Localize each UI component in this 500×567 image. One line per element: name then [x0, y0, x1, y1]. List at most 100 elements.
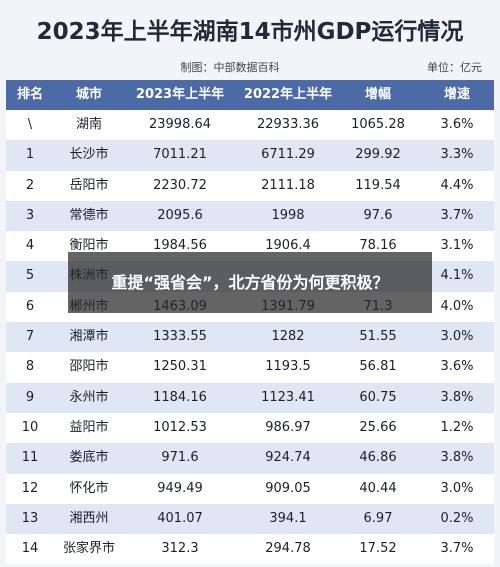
column-header: 2023年上半年	[135, 87, 225, 102]
table-cell: 1333.55	[153, 329, 207, 345]
table-cell: 4.1%	[440, 268, 474, 284]
table-cell: 1193.5	[265, 359, 311, 375]
table-cell: 22933.36	[256, 117, 320, 132]
table-cell: 60.75	[359, 389, 397, 405]
table-cell: 3.1%	[440, 238, 474, 254]
table-cell: 25.66	[359, 419, 397, 435]
table-cell: 张家界市	[62, 541, 115, 557]
table-row: 14 张家界市 312.3 294.78 17.52 3.7%	[6, 534, 494, 565]
header-row: 排名 城市 2023年上半年 2022年上半年 增幅 增速	[6, 80, 494, 110]
table-cell: 2230.72	[153, 177, 207, 193]
table-cell: 2	[25, 177, 35, 193]
table-cell: 6.97	[363, 510, 393, 526]
table-cell: 3.0%	[440, 480, 474, 496]
table-cell: 3.6%	[440, 359, 474, 375]
table-row: 2 岳阳市 2230.72 2111.18 119.54 4.4%	[6, 170, 494, 201]
table-cell: 1.2%	[440, 419, 474, 435]
table-cell: 78.16	[359, 238, 397, 254]
column-header: 增幅	[364, 87, 391, 102]
table-cell: 1123.41	[261, 389, 315, 405]
table-cell: 394.1	[269, 510, 307, 526]
table-cell: 119.54	[355, 177, 401, 193]
table-cell: 1282	[271, 329, 305, 345]
table-cell: 3	[25, 207, 35, 223]
table-row: 12 怀化市 949.49 909.05 40.44 3.0%	[6, 473, 494, 504]
table-cell: 3.8%	[440, 450, 474, 466]
table-row: 7 湘潭市 1333.55 1282 51.55 3.0%	[6, 322, 494, 353]
column-header: 增速	[443, 87, 470, 102]
table-cell: 13	[21, 510, 39, 526]
table-cell: 1984.56	[153, 238, 207, 254]
table-cell: 97.6	[363, 207, 393, 223]
table-cell: 23998.64	[148, 117, 212, 132]
table-cell: 娄底市	[69, 450, 109, 466]
table-cell: 1250.31	[153, 359, 207, 375]
table-cell: 常德市	[69, 207, 109, 223]
table-cell: 3.0%	[440, 329, 474, 345]
table-cell: 0.2%	[440, 510, 474, 526]
table-cell: 51.55	[359, 329, 397, 345]
table-cell: 1065.28	[351, 117, 405, 132]
overlay[interactable]: 重提“强省会”，北方省份为何更积极？	[68, 252, 432, 313]
table-cell: 1	[25, 147, 35, 163]
table-cell: 971.6	[161, 450, 199, 466]
table-cell: 4.0%	[440, 298, 474, 314]
table-cell: 邵阳市	[69, 359, 109, 375]
table-row: 13 湘西州 401.07 394.1 6.97 0.2%	[6, 503, 494, 535]
table-cell: 益阳市	[69, 419, 109, 435]
table-cell: 湖南	[75, 117, 102, 132]
table-row: 1 长沙市 7011.21 6711.29 299.92 3.3%	[6, 140, 494, 171]
table-cell: 312.3	[161, 541, 199, 557]
table-row: 3 常德市 2095.6 1998 97.6 3.7%	[6, 200, 494, 232]
table-cell: 永州市	[69, 389, 109, 405]
table-cell: 5	[25, 268, 35, 284]
table-cell: 294.78	[265, 541, 311, 557]
unit: 单位：亿元	[427, 61, 482, 74]
table-cell: 3.7%	[440, 541, 474, 557]
title: 2023年上半年湖南14市州GDP运行情况	[36, 19, 464, 45]
table-cell: 1998	[271, 207, 305, 223]
table-cell: 3.7%	[440, 207, 474, 223]
table-cell: 10	[21, 419, 39, 435]
table-cell: 8	[25, 359, 35, 375]
table-row: 8 邵阳市 1250.31 1193.5 56.81 3.6%	[6, 352, 494, 383]
table-cell: 12	[21, 480, 39, 496]
table-cell: 949.49	[157, 480, 203, 496]
table-cell: 长沙市	[69, 147, 109, 163]
table-cell: 7011.21	[153, 147, 207, 163]
table-cell: 1184.16	[153, 389, 207, 405]
table-cell: 3.6%	[440, 117, 474, 132]
overlay-text[interactable]: 重提“强省会”，北方省份为何更积极？	[111, 272, 389, 292]
table-cell: 湘潭市	[69, 329, 109, 345]
table-row: \ 湖南 23998.64 22933.36 1065.28 3.6%	[6, 110, 494, 141]
table-cell: 衡阳市	[69, 238, 109, 254]
table-cell: 6711.29	[261, 147, 315, 163]
table-cell: 3.8%	[440, 389, 474, 405]
table-cell: 909.05	[265, 480, 311, 496]
table-cell: 7	[25, 329, 35, 345]
column-header: 排名	[16, 87, 43, 102]
table-row: 10 益阳市 1012.53 986.97 25.66 1.2%	[6, 412, 494, 444]
table-cell: 986.97	[265, 419, 311, 435]
table-cell: 9	[25, 389, 35, 405]
column-header: 2022年上半年	[243, 87, 333, 102]
table-cell: 14	[21, 541, 39, 557]
table-cell: 17.52	[359, 541, 397, 557]
table-row: 9 永州市 1184.16 1123.41 60.75 3.8%	[6, 382, 494, 413]
table-cell: 6	[25, 298, 35, 314]
table-cell: 401.07	[157, 510, 203, 526]
table-cell: 4	[25, 238, 35, 254]
table-cell: 1906.4	[265, 238, 311, 254]
table-cell: 56.81	[359, 359, 397, 375]
table-cell: 46.86	[359, 450, 397, 466]
table-cell: 湘西州	[69, 510, 109, 526]
table-cell: 1012.53	[153, 419, 207, 435]
table: 排名 城市 2023年上半年 2022年上半年 增幅 增速 \ 湖南 23998.64 22933…	[6, 80, 494, 565]
table-cell: 4.4%	[440, 177, 474, 193]
table-row: 11 娄底市 971.6 924.74 46.86 3.8%	[6, 443, 494, 474]
column-header: 城市	[75, 87, 102, 102]
table-cell: 岳阳市	[69, 177, 109, 193]
table-cell: 924.74	[265, 450, 311, 466]
table-cell: 2111.18	[261, 177, 315, 193]
